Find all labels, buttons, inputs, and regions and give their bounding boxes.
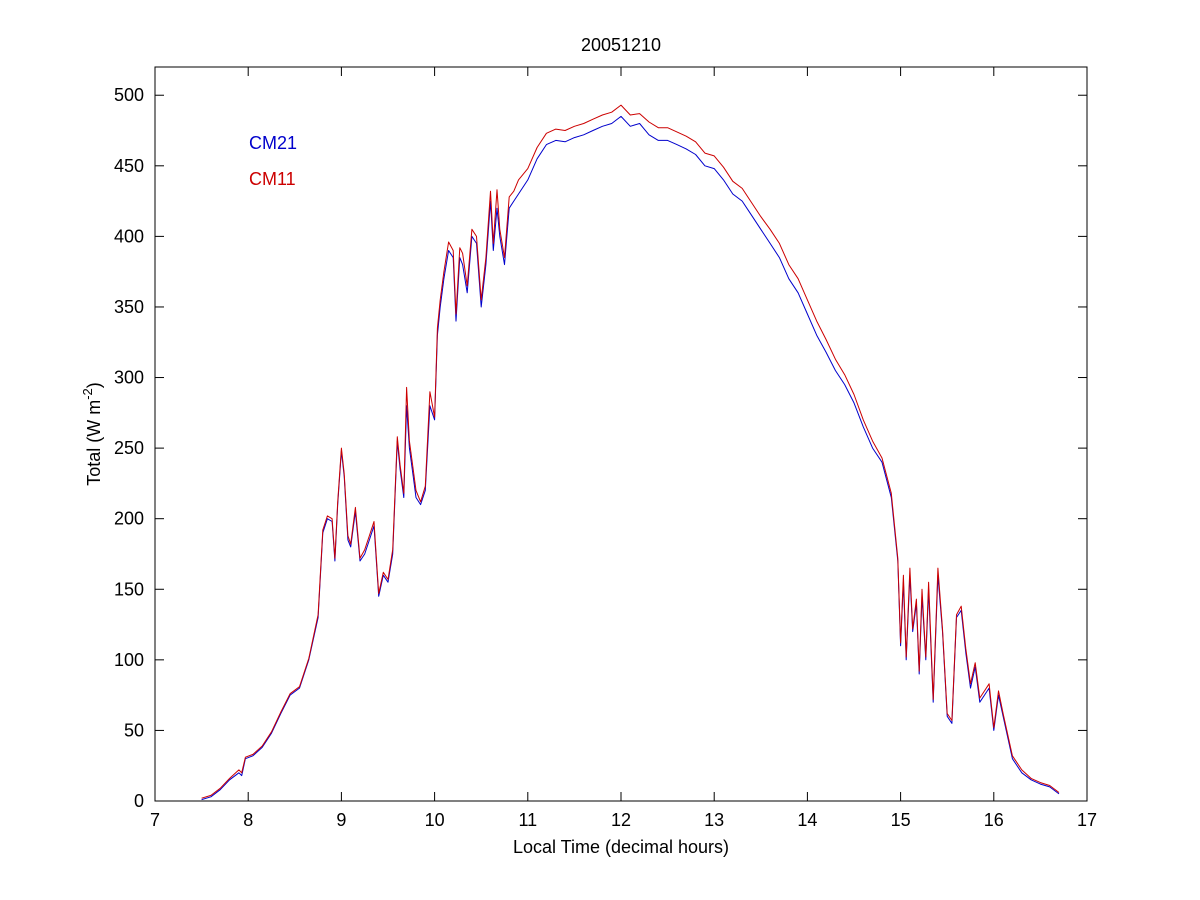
x-axis-title: Local Time (decimal hours) [513, 837, 729, 857]
y-tick-label: 450 [114, 156, 144, 176]
chart-title: 20051210 [581, 35, 661, 55]
y-tick-label: 50 [124, 720, 144, 740]
series-layer [201, 104, 1060, 801]
series-line-cm11 [201, 104, 1060, 799]
y-tick-label: 100 [114, 650, 144, 670]
y-tick-label: 200 [114, 509, 144, 529]
y-axis-title-close: ) [84, 382, 104, 388]
legend-entry-cm11: CM11 [249, 169, 296, 189]
y-tick-label: 350 [114, 297, 144, 317]
y-axis-title-superscript: -2 [80, 388, 95, 400]
x-tick-label: 16 [984, 810, 1004, 830]
x-tick-label: 17 [1077, 810, 1097, 830]
x-tick-label: 7 [150, 810, 160, 830]
x-tick-label: 9 [336, 810, 346, 830]
y-tick-label: 0 [134, 791, 144, 811]
y-axis: 0 50 100 150 200 250 300 350 400 450 500 [114, 85, 1087, 811]
x-axis: 7 8 9 10 11 12 13 14 15 16 17 [150, 67, 1097, 830]
y-tick-label: 500 [114, 85, 144, 105]
y-axis-title-main: Total (W m [84, 400, 104, 486]
x-tick-label: 11 [518, 810, 537, 830]
x-tick-label: 12 [611, 810, 631, 830]
x-tick-label: 15 [891, 810, 911, 830]
legend-entry-cm21: CM21 [249, 133, 297, 153]
y-tick-label: 250 [114, 438, 144, 458]
x-tick-label: 14 [797, 810, 817, 830]
y-tick-label: 400 [114, 226, 144, 246]
x-tick-label: 10 [425, 810, 445, 830]
x-tick-label: 8 [243, 810, 253, 830]
y-tick-label: 300 [114, 368, 144, 388]
y-tick-label: 150 [114, 579, 144, 599]
y-axis-title: Total (W m-2) [80, 382, 104, 486]
plot-area [154, 66, 1088, 802]
x-tick-label: 13 [704, 810, 724, 830]
